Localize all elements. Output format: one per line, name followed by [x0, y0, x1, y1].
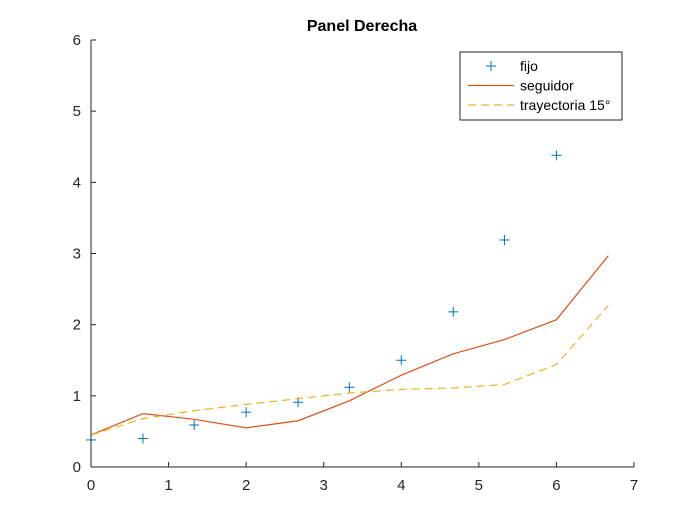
legend: fijo seguidor trayectoria 15°: [459, 51, 623, 121]
series-line-trayectoria-15-: [90, 305, 609, 436]
y-tick-label: 1: [73, 388, 81, 405]
chart-title: Panel Derecha: [307, 18, 417, 35]
y-tick-label: 5: [73, 103, 81, 120]
data-point-fijo: [189, 420, 200, 431]
x-tick-label: 3: [320, 477, 328, 494]
data-point-fijo: [448, 306, 459, 317]
series-layer: [86, 150, 609, 445]
series-line-seguidor: [90, 255, 609, 436]
legend-label: trayectoria 15°: [520, 97, 610, 113]
x-tick-label: 4: [397, 477, 405, 494]
x-tick-label: 2: [242, 477, 250, 494]
y-tick-label: 6: [73, 32, 81, 49]
data-point-fijo: [344, 382, 355, 393]
x-tick-label: 1: [164, 477, 172, 494]
y-tick-label: 4: [73, 174, 81, 191]
data-point-fijo: [499, 234, 510, 245]
data-point-fijo: [551, 150, 562, 161]
x-tick-label: 5: [475, 477, 483, 494]
y-tick-label: 2: [73, 317, 81, 334]
data-point-fijo: [137, 433, 148, 444]
y-tick-label: 0: [73, 459, 81, 476]
x-tick-label: 6: [552, 477, 560, 494]
data-point-fijo: [241, 407, 252, 418]
legend-label: seguidor: [520, 78, 574, 94]
data-point-fijo: [396, 355, 407, 366]
x-tick-label: 0: [87, 477, 95, 494]
axes: 0 1 2 3 4 5 6 7 0 1 2 3 4 5 6: [73, 32, 639, 494]
x-tick-label: 7: [630, 477, 638, 494]
legend-label: fijo: [520, 58, 538, 74]
y-tick-label: 3: [73, 246, 81, 263]
